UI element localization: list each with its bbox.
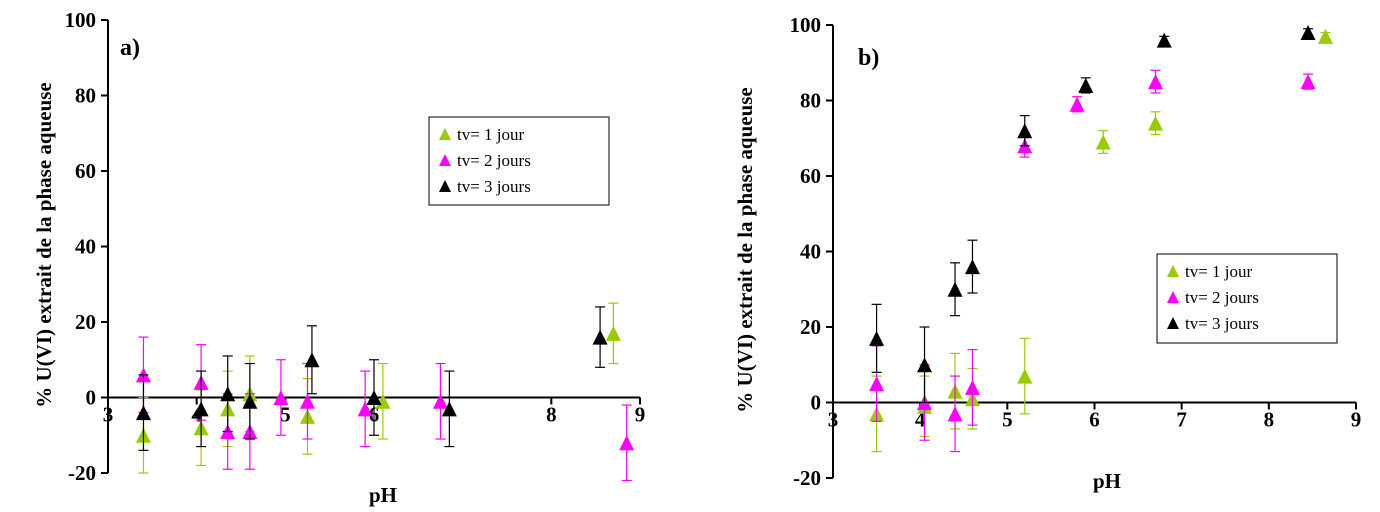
x-tick-label: 9 bbox=[1351, 408, 1362, 432]
y-tick-label: 40 bbox=[75, 235, 96, 259]
chart-a: a) pH % U(VI) extrait de la phase aqueus… bbox=[32, 8, 645, 507]
data-point bbox=[917, 357, 933, 373]
data-point bbox=[433, 393, 448, 409]
y-axis-label-a: % U(VI) extrait de la phase aqueuse bbox=[32, 82, 56, 408]
data-point bbox=[1300, 25, 1316, 41]
legend-marker bbox=[1167, 265, 1179, 277]
legend-box bbox=[1156, 253, 1338, 344]
data-point bbox=[947, 281, 963, 297]
data-point bbox=[273, 390, 289, 405]
legend-label: tv= 1 jour bbox=[1185, 262, 1253, 281]
legend-label: tv= 3 jours bbox=[1185, 314, 1259, 333]
x-tick-label: 6 bbox=[1089, 408, 1100, 432]
data-point bbox=[619, 435, 635, 451]
chart-b: b) pH % U(VI) extrait de la phase aqueus… bbox=[733, 13, 1361, 493]
legend-marker bbox=[439, 128, 451, 140]
y-tick-label: 0 bbox=[86, 386, 97, 410]
data-point bbox=[375, 393, 391, 409]
x-tick-label: 3 bbox=[828, 408, 839, 432]
panel-label-a: a) bbox=[120, 35, 140, 61]
data-point bbox=[1148, 74, 1164, 90]
data-point bbox=[135, 405, 151, 421]
data-point bbox=[947, 406, 963, 422]
y-tick-label: 80 bbox=[75, 84, 96, 108]
data-point bbox=[964, 379, 980, 395]
x-axis-label-a: pH bbox=[369, 483, 397, 507]
data-point bbox=[1095, 134, 1111, 150]
legend-label: tv= 3 jours bbox=[457, 177, 531, 196]
data-point bbox=[605, 325, 621, 341]
x-tick-label: 3 bbox=[103, 403, 114, 427]
y-tick-label: -20 bbox=[68, 461, 96, 485]
data-point bbox=[441, 401, 457, 417]
x-tick-label: 5 bbox=[1002, 408, 1013, 432]
y-tick-label: -20 bbox=[793, 466, 821, 490]
data-point bbox=[1069, 96, 1085, 112]
legend-marker bbox=[1167, 291, 1179, 303]
data-point bbox=[193, 401, 209, 417]
data-point bbox=[1300, 74, 1316, 90]
legend-marker bbox=[439, 154, 451, 166]
y-tick-label: 100 bbox=[65, 8, 97, 32]
x-tick-label: 7 bbox=[1176, 408, 1187, 432]
y-tick-label: 60 bbox=[800, 164, 821, 188]
data-point bbox=[357, 401, 373, 417]
x-tick-label: 8 bbox=[546, 403, 557, 427]
data-point bbox=[242, 393, 258, 409]
data-point bbox=[1317, 28, 1333, 44]
y-tick-label: 40 bbox=[800, 240, 821, 264]
data-point bbox=[220, 386, 236, 402]
y-tick-label: 80 bbox=[800, 89, 821, 113]
legend-marker bbox=[439, 180, 451, 192]
data-point bbox=[300, 393, 315, 409]
data-point bbox=[1078, 77, 1094, 93]
y-tick-label: 60 bbox=[75, 159, 96, 183]
y-axis-label-b: % U(VI) extrait de la phase aqueuse bbox=[733, 87, 757, 413]
data-point bbox=[1156, 32, 1172, 48]
data-point bbox=[366, 390, 382, 405]
x-tick-label: 5 bbox=[280, 403, 291, 427]
data-point bbox=[1017, 123, 1033, 139]
x-tick-label: 4 bbox=[915, 408, 926, 432]
y-tick-label: 20 bbox=[75, 310, 96, 334]
x-tick-label: 8 bbox=[1264, 408, 1275, 432]
x-tick-label: 9 bbox=[635, 403, 646, 427]
y-tick-label: 0 bbox=[811, 391, 822, 415]
data-point bbox=[304, 352, 320, 368]
legend-marker bbox=[1167, 317, 1179, 329]
legend-label: tv= 2 jours bbox=[457, 151, 531, 170]
panel-label-b: b) bbox=[858, 45, 879, 71]
data-point bbox=[1017, 368, 1033, 384]
data-point bbox=[1148, 115, 1164, 131]
x-axis-label-b: pH bbox=[1093, 469, 1121, 493]
data-point bbox=[869, 330, 885, 346]
data-point bbox=[869, 376, 885, 392]
legend-label: tv= 1 jour bbox=[457, 125, 525, 144]
data-point bbox=[592, 329, 608, 345]
y-tick-label: 100 bbox=[790, 13, 822, 37]
legend-box bbox=[428, 116, 610, 206]
data-point bbox=[964, 259, 980, 275]
legend-label: tv= 2 jours bbox=[1185, 288, 1259, 307]
y-tick-label: 20 bbox=[800, 315, 821, 339]
